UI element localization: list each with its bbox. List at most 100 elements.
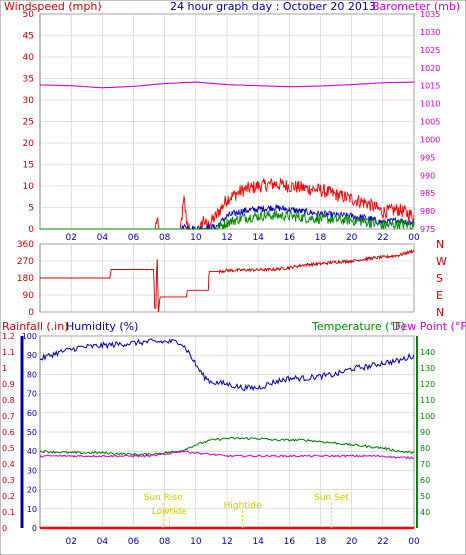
event-label-hightide: Hightide <box>224 501 262 511</box>
wind-time-tick-label: 22 <box>377 233 388 243</box>
temperature-tick-label: 40 <box>420 508 430 517</box>
wind-time-tick-label: 06 <box>128 233 140 243</box>
temperature-tick-label: 140 <box>420 348 435 357</box>
compass-point-label: N <box>436 238 444 251</box>
wind-panel-grid <box>40 13 415 230</box>
dewpoint-axis-title: Dew Point (°F) <box>392 320 466 333</box>
barometer-tick-label: 1005 <box>420 118 440 127</box>
temperature-time-tick-label: 22 <box>377 537 388 547</box>
temperature-tick-label: 60 <box>420 476 430 485</box>
humidity-tick-label: 90 <box>27 351 37 360</box>
humidity-tick-label: 0 <box>32 524 37 533</box>
rainfall-tick-label: 1.2 <box>2 332 15 341</box>
wind-panel-time-axis: 02 04 06 08 10 12 14 16 18 20 22 00 <box>65 233 420 243</box>
humidity-tick-label: 30 <box>27 466 37 475</box>
rainfall-tick-label: 0.8 <box>2 396 15 405</box>
barometer-tick-label: 1025 <box>420 46 440 55</box>
series-line-barometer-mb- <box>39 81 415 89</box>
barometer-axis: 975 980 985 990 995 1000 1005 1010 1015 1020 1025 1… <box>420 10 440 234</box>
temperature-time-tick-label: 08 <box>159 537 171 547</box>
temperature-tick-label: 70 <box>420 460 430 469</box>
rainfall-tick-label: 0.7 <box>2 412 15 421</box>
direction-panel-grid <box>40 243 415 313</box>
temperature-tick-label: 80 <box>420 444 430 453</box>
temperature-tick-label: 120 <box>420 380 435 389</box>
windspeed-tick-label: 0 <box>28 225 34 235</box>
wind-time-tick-label: 12 <box>221 233 232 243</box>
rainfall-tick-label: 0.9 <box>2 380 15 389</box>
barometer-axis-title: Barometer (mb) <box>372 0 460 13</box>
barometer-tick-label: 1030 <box>420 28 440 37</box>
temperature-tick-label: 90 <box>420 428 430 437</box>
rainfall-tick-label: 0 <box>2 524 7 533</box>
compass-point-label: N <box>436 306 444 319</box>
rainfall-axis-title: Rainfall (.in) <box>2 320 69 333</box>
temperature-time-tick-label: 00 <box>408 537 420 547</box>
windspeed-axis: 0 5 10 15 20 25 30 35 40 45 50 <box>23 10 35 235</box>
direction-degrees-axis: 0 90 180 270 360 <box>17 240 34 318</box>
direction-degree-label: 90 <box>23 291 35 301</box>
barometer-tick-label: 1000 <box>420 135 440 144</box>
temperature-panel-time-axis: 02 04 06 08 10 12 14 16 18 20 22 00 <box>65 537 420 547</box>
barometer-tick-label: 975 <box>420 225 435 234</box>
series-line-dew-point-f- <box>39 450 415 460</box>
rainfall-tick-label: 0.3 <box>2 476 15 485</box>
temperature-axis-title: Temperature (°F) <box>311 320 406 333</box>
temperature-time-tick-label: 10 <box>190 537 202 547</box>
direction-degree-label: 0 <box>28 308 34 318</box>
humidity-axis: 0 10 20 30 40 50 60 70 80 90 100 <box>22 332 37 533</box>
wind-time-tick-label: 08 <box>159 233 171 243</box>
humidity-axis-title: Humidity (%) <box>66 320 138 333</box>
temperature-time-tick-label: 18 <box>315 537 327 547</box>
event-label-lowtide: Lowtide <box>152 507 187 517</box>
temperature-axis: 40 50 60 70 80 90 100 110 120 130 140 <box>416 336 435 528</box>
barometer-tick-label: 1020 <box>420 64 440 73</box>
temperature-time-tick-label: 02 <box>65 537 76 547</box>
windspeed-tick-label: 30 <box>23 96 35 106</box>
windspeed-tick-label: 15 <box>23 161 34 171</box>
wind-time-tick-label: 14 <box>252 233 264 243</box>
direction-degree-label: 180 <box>17 274 34 284</box>
rainfall-tick-label: 0.1 <box>2 508 15 517</box>
temperature-tick-label: 100 <box>420 412 435 421</box>
series-line-humidity- <box>39 338 415 392</box>
barometer-tick-label: 990 <box>420 171 435 180</box>
humidity-tick-label: 60 <box>27 409 37 418</box>
barometer-tick-label: 980 <box>420 207 435 216</box>
barometer-tick-label: 1035 <box>420 10 440 19</box>
windspeed-tick-label: 5 <box>28 204 34 214</box>
temperature-tick-label: 50 <box>420 492 430 501</box>
temperature-tick-label: 130 <box>420 364 435 373</box>
event-label-sun-set: Sun Set <box>314 493 349 503</box>
rainfall-tick-label: 1.1 <box>2 348 15 357</box>
wind-barometer-series <box>39 81 415 231</box>
graph-title: 24 hour graph day : October 20 2013 <box>170 0 376 13</box>
barometer-tick-label: 985 <box>420 189 435 198</box>
rainfall-tick-label: 0.6 <box>2 428 15 437</box>
temperature-time-tick-label: 16 <box>284 537 296 547</box>
wind-time-tick-label: 16 <box>284 233 296 243</box>
direction-degree-label: 270 <box>17 257 34 267</box>
humidity-tick-label: 50 <box>27 428 37 437</box>
windspeed-tick-label: 10 <box>23 182 35 192</box>
sun-tide-events: Sun Rise Lowtide Hightide Sun Set <box>144 493 349 528</box>
rainfall-tick-label: 1 <box>2 364 7 373</box>
humidity-tick-label: 20 <box>27 486 37 495</box>
humidity-tick-label: 10 <box>27 505 37 514</box>
rainfall-tick-label: 0.2 <box>2 492 15 501</box>
temperature-time-tick-label: 20 <box>346 537 358 547</box>
temperature-time-tick-label: 04 <box>97 537 109 547</box>
humidity-temperature-series <box>39 338 415 530</box>
humidity-tick-label: 100 <box>22 332 37 341</box>
humidity-temperature-panel: 0 0.1 0.2 0.3 0.4 0.5 0.6 0.7 0.8 0.9 1 1.1 1.2 0 10 2… <box>2 332 435 547</box>
rainfall-tick-label: 0.4 <box>2 460 15 469</box>
wind-time-tick-label: 10 <box>190 233 202 243</box>
barometer-tick-label: 1010 <box>420 100 440 109</box>
compass-point-label: W <box>436 255 447 268</box>
wind-direction-line <box>40 248 415 313</box>
temperature-time-tick-label: 14 <box>252 537 264 547</box>
